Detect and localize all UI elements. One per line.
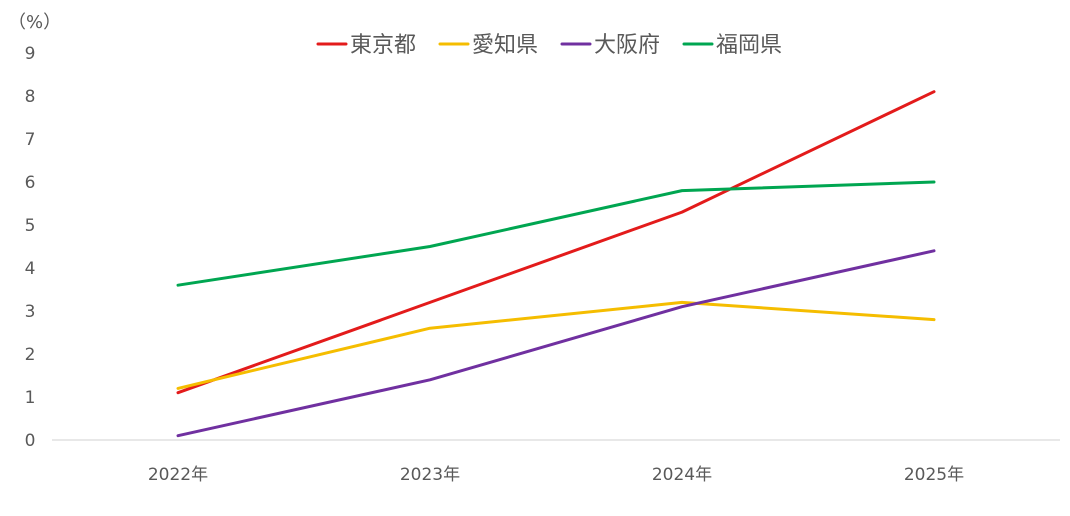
- y-tick-label: 0: [25, 431, 36, 451]
- y-axis-unit-label: （%）: [8, 12, 61, 33]
- x-tick-label: 2023年: [400, 465, 460, 485]
- y-tick-label: 9: [25, 44, 36, 64]
- y-tick-label: 4: [25, 259, 36, 279]
- series-lines: [176, 90, 936, 438]
- x-tick-label: 2025年: [904, 465, 964, 485]
- x-axis-ticks: 2022年 2023年 2024年 2025年: [148, 465, 964, 485]
- legend: 東京都 愛知県 大阪府 福岡県: [316, 33, 782, 58]
- y-tick-label: 7: [25, 130, 36, 150]
- y-tick-label: 1: [25, 388, 36, 408]
- series-line-4: [176, 180, 936, 287]
- y-tick-label: 3: [25, 302, 36, 322]
- legend-label: 福岡県: [716, 33, 782, 58]
- y-tick-label: 6: [25, 173, 36, 193]
- series-line-2: [176, 300, 936, 390]
- x-tick-label: 2022年: [148, 465, 208, 485]
- legend-label: 大阪府: [594, 33, 660, 58]
- y-axis-ticks: 0 1 2 3 4 5 6 7 8 9: [25, 44, 36, 451]
- legend-label: 愛知県: [472, 33, 538, 58]
- y-tick-label: 2: [25, 345, 36, 365]
- legend-label: 東京都: [350, 33, 416, 58]
- series-line-3: [176, 249, 936, 438]
- y-tick-label: 5: [25, 216, 36, 236]
- y-tick-label: 8: [25, 87, 36, 107]
- x-tick-label: 2024年: [652, 465, 712, 485]
- series-line-1: [176, 90, 936, 395]
